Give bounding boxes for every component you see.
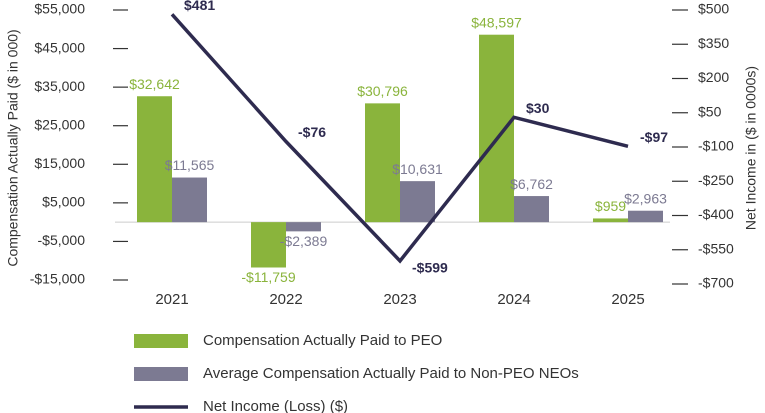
y-tick-label: -$5,000: [38, 232, 86, 248]
x-tick-label: 2021: [155, 291, 188, 308]
y-tick-label: $25,000: [34, 116, 85, 132]
y2-tick-label: $350: [698, 35, 729, 51]
y2-tick-label: -$400: [698, 206, 734, 222]
bar-value-label: $959: [595, 198, 626, 214]
legend-label: Net Income (Loss) ($): [203, 398, 348, 413]
bar-value-label: $10,631: [392, 161, 443, 177]
y-tick-label: $5,000: [42, 194, 85, 210]
bar: [400, 181, 435, 223]
bar-value-label: $48,597: [471, 14, 522, 30]
legend-swatch: [134, 334, 188, 348]
legend-label: Average Compensation Actually Paid to No…: [203, 365, 579, 382]
y2-axis-title: Net Income in ($ in 0000s): [743, 66, 759, 230]
bar-value-label: $30,796: [357, 83, 408, 99]
line-value-label: $481: [184, 0, 215, 13]
x-tick-label: 2024: [497, 291, 530, 308]
bar: [593, 218, 628, 223]
legend-label: Compensation Actually Paid to PEO: [203, 332, 442, 349]
y2-tick-label: $500: [698, 1, 729, 17]
bar-value-label: -$11,759: [241, 269, 295, 285]
bar-value-label: $2,963: [624, 190, 667, 206]
y-tick-label: $35,000: [34, 78, 85, 94]
line: [170, 13, 629, 264]
bar-value-label: -$2,389: [280, 233, 328, 249]
line-value-label: -$97: [640, 129, 668, 145]
y-tick-label: -$15,000: [30, 271, 85, 287]
line-value-label: -$76: [298, 124, 326, 140]
bar: [286, 222, 321, 232]
bar: [137, 96, 172, 223]
line-value-label: $30: [526, 100, 550, 116]
y2-tick-label: $50: [698, 103, 722, 119]
y2-tick-label: $200: [698, 69, 729, 85]
bar-value-label: $32,642: [129, 76, 180, 92]
x-tick-label: 2022: [269, 291, 302, 308]
bar: [251, 222, 286, 268]
bar: [479, 34, 514, 223]
y2-tick-label: -$100: [698, 138, 734, 154]
bar: [172, 177, 207, 223]
y-tick-label: $45,000: [34, 39, 85, 55]
y2-tick-label: -$550: [698, 240, 734, 256]
x-tick-label: 2023: [383, 291, 416, 308]
x-tick-label: 2025: [611, 291, 644, 308]
y2-tick-label: -$250: [698, 172, 734, 188]
bar: [365, 103, 400, 223]
legend-swatch: [134, 367, 188, 381]
y2-tick-label: -$700: [698, 275, 734, 291]
y-tick-label: $55,000: [34, 1, 85, 17]
bar: [514, 196, 549, 223]
bar-value-label: $6,762: [510, 176, 553, 192]
y-tick-label: $15,000: [34, 155, 85, 171]
y-axis-title: Compensation Actually Paid ($ in 000): [5, 29, 21, 266]
bar: [628, 210, 663, 223]
line-value-label: -$599: [412, 260, 448, 276]
bar-value-label: $11,565: [165, 157, 215, 173]
